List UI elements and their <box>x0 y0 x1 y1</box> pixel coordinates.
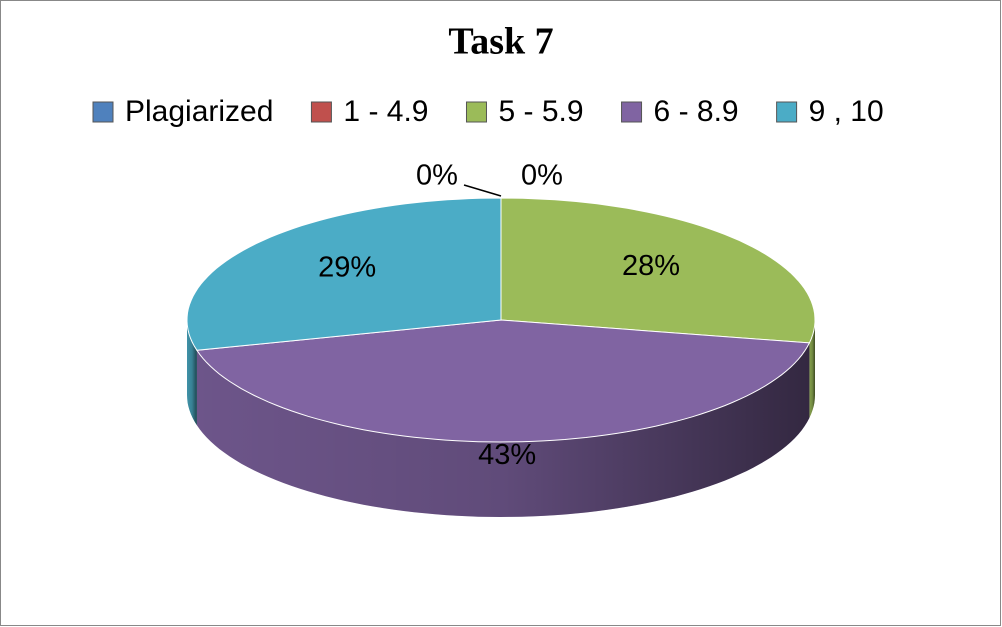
pie: 0% 0% 28% 43% 29% <box>186 160 816 517</box>
legend-swatch <box>621 101 643 123</box>
data-label: 29% <box>318 252 376 284</box>
legend-label: 5 - 5.9 <box>498 95 583 128</box>
slice-side-shade <box>809 320 815 418</box>
legend-label: 9 , 10 <box>809 95 884 128</box>
legend-swatch <box>776 101 798 123</box>
legend-swatch <box>465 101 487 123</box>
data-label: 0% <box>416 160 458 192</box>
data-label: 28% <box>622 250 680 282</box>
data-label: 43% <box>478 439 536 471</box>
legend-label: Plagiarized <box>125 95 273 128</box>
slice <box>500 197 816 344</box>
legend-label: 1 - 4.9 <box>343 95 428 128</box>
leader-line <box>463 184 502 197</box>
slice-side-shade <box>196 342 810 517</box>
legend: Plagiarized 1 - 4.9 5 - 5.9 6 - 8.9 9 , 10 <box>92 95 884 128</box>
slice <box>186 197 502 351</box>
chart-title: Task 7 <box>448 21 553 63</box>
data-label: 0% <box>521 160 563 192</box>
legend-label: 6 - 8.9 <box>654 95 739 128</box>
slice <box>195 319 811 443</box>
legend-swatch <box>92 101 114 123</box>
legend-swatch <box>310 101 332 123</box>
